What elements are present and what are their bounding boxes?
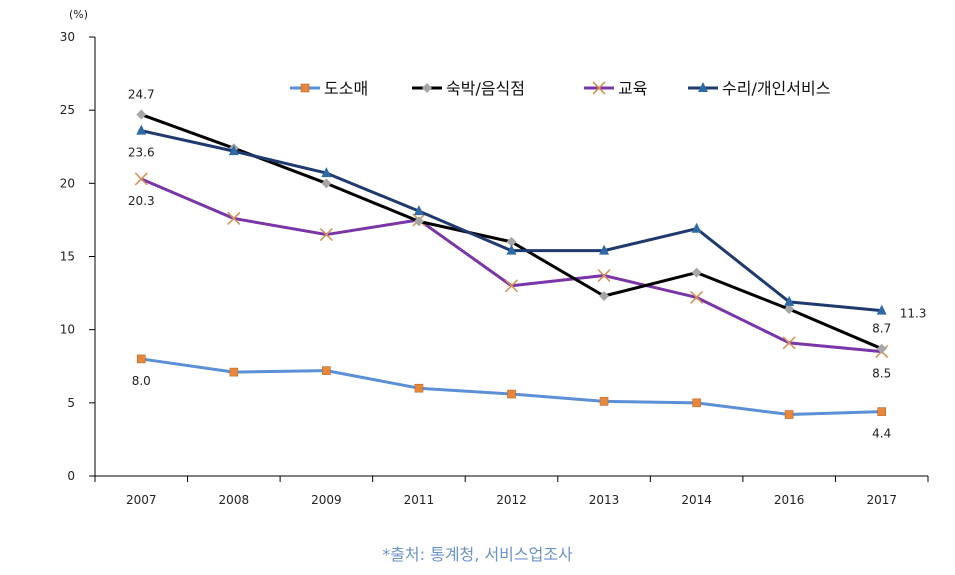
x-tick-label: 2017 bbox=[866, 493, 897, 507]
data-point bbox=[136, 109, 147, 120]
data-point bbox=[784, 295, 795, 306]
y-tick-label: 30 bbox=[60, 30, 75, 44]
data-point bbox=[690, 290, 704, 305]
data-point bbox=[413, 216, 424, 227]
legend-item: 교육 bbox=[584, 79, 647, 98]
data-point bbox=[227, 211, 241, 226]
data-point bbox=[877, 407, 887, 416]
data-point bbox=[599, 397, 609, 406]
data-point bbox=[229, 367, 239, 377]
x-tick-label: 2016 bbox=[774, 493, 805, 507]
legend-marker bbox=[300, 83, 310, 93]
data-point bbox=[322, 366, 331, 375]
x-tick-label: 2014 bbox=[681, 493, 712, 507]
y-tick-label: 10 bbox=[60, 323, 75, 337]
data-point bbox=[134, 172, 148, 186]
data-point bbox=[691, 222, 702, 233]
series-line bbox=[140, 113, 883, 351]
y-tick-label: 5 bbox=[67, 396, 75, 410]
data-point bbox=[504, 279, 519, 293]
data-point bbox=[506, 236, 517, 247]
series-2 bbox=[136, 109, 887, 354]
data-point bbox=[597, 268, 611, 283]
data-label: 8.5 bbox=[872, 367, 891, 381]
legend-marker bbox=[422, 83, 432, 93]
legend-label: 교육 bbox=[618, 79, 647, 98]
data-label: 8.7 bbox=[872, 322, 891, 336]
data-point bbox=[691, 267, 702, 278]
x-tick-label: 2009 bbox=[311, 493, 342, 507]
data-point bbox=[414, 383, 424, 393]
data-point bbox=[413, 205, 424, 216]
data-point bbox=[784, 410, 794, 419]
x-tick-label: 2007 bbox=[126, 493, 157, 507]
y-tick-label: 0 bbox=[67, 469, 75, 483]
y-axis-unit-label: (%) bbox=[69, 8, 88, 21]
legend-marker bbox=[698, 82, 708, 92]
chart-axes: (%) 0 5 10 15 20 25 30 2007 2008 2009 2011 2012 2013 2… bbox=[60, 8, 929, 507]
data-point bbox=[321, 167, 332, 178]
data-point bbox=[692, 398, 701, 408]
data-point bbox=[784, 304, 795, 315]
legend-item: 숙박/음식점 bbox=[412, 79, 525, 98]
data-point bbox=[228, 145, 239, 156]
data-label: 8.0 bbox=[132, 374, 151, 388]
data-point bbox=[599, 244, 610, 255]
legend-label: 수리/개인서비스 bbox=[722, 79, 830, 98]
data-label: 4.4 bbox=[872, 427, 891, 441]
chart-data-labels: 8.0 4.4 24.7 8.7 20.3 8.5 23.6 11.3 bbox=[128, 88, 927, 441]
chart-series bbox=[134, 109, 889, 419]
data-point bbox=[506, 244, 517, 255]
x-tick-label: 2011 bbox=[404, 493, 435, 507]
data-point bbox=[782, 336, 796, 350]
data-point bbox=[876, 343, 887, 354]
data-point bbox=[507, 389, 516, 399]
data-point bbox=[599, 291, 610, 302]
series-line bbox=[140, 177, 882, 354]
source-note: *출처: 통계청, 서비스업조사 bbox=[382, 545, 573, 564]
legend-label: 도소매 bbox=[324, 79, 368, 98]
data-point bbox=[321, 178, 332, 189]
chart-legend: 도소매 숙박/음식점 교육 수리/개인서비스 bbox=[290, 79, 830, 98]
y-tick-label: 15 bbox=[60, 250, 75, 264]
legend-marker bbox=[592, 81, 606, 95]
legend-item: 도소매 bbox=[290, 79, 368, 98]
data-label: 20.3 bbox=[128, 194, 155, 208]
series-line bbox=[141, 357, 882, 417]
data-point bbox=[136, 354, 146, 364]
y-tick-label: 25 bbox=[60, 103, 75, 117]
series-3 bbox=[134, 172, 889, 359]
data-point bbox=[136, 124, 147, 135]
legend-item: 수리/개인서비스 bbox=[688, 79, 830, 98]
series-1 bbox=[136, 354, 887, 419]
x-tick-label: 2008 bbox=[219, 493, 250, 507]
y-tick-label: 20 bbox=[60, 176, 75, 190]
data-label: 24.7 bbox=[128, 88, 155, 102]
data-point bbox=[319, 227, 333, 242]
series-4 bbox=[136, 124, 887, 315]
legend-label: 숙박/음식점 bbox=[446, 79, 525, 98]
x-tick-label: 2013 bbox=[589, 493, 620, 507]
data-point bbox=[876, 304, 887, 315]
data-label: 11.3 bbox=[900, 307, 927, 321]
data-label: 23.6 bbox=[128, 146, 155, 160]
x-tick-label: 2012 bbox=[496, 493, 527, 507]
